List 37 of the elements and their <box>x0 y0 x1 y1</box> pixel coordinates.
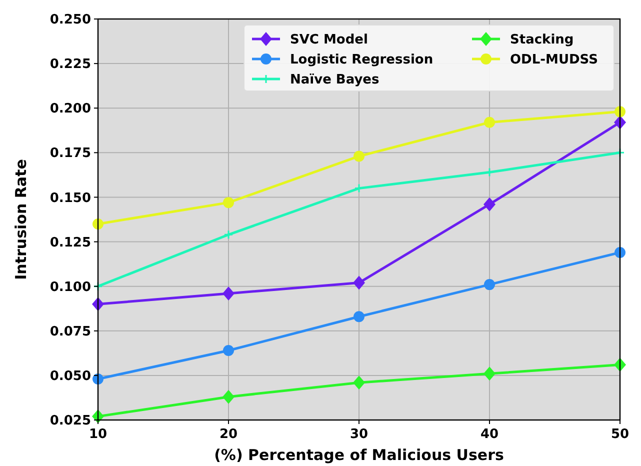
legend-label: SVC Model <box>290 32 368 48</box>
point <box>222 286 234 300</box>
y-tick-label: 0.225 <box>50 57 91 72</box>
x-tick-label: 10 <box>88 427 108 442</box>
x-axis-title: (%) Percentage of Malicious Users <box>214 446 504 464</box>
y-tick-label: 0.025 <box>50 414 91 429</box>
x-tick-label: 50 <box>610 427 630 442</box>
point <box>224 230 234 240</box>
point <box>484 197 496 212</box>
point <box>353 376 365 390</box>
y-tick-label: 0.125 <box>50 235 91 250</box>
y-axis-title: Intrusion Rate <box>12 159 30 280</box>
point <box>484 366 496 381</box>
point <box>354 311 364 322</box>
point <box>223 344 234 356</box>
legend-label: Naïve Bayes <box>290 72 380 88</box>
legend-label: Stacking <box>510 32 574 48</box>
point <box>484 116 495 128</box>
x-tick-label: 40 <box>480 427 499 442</box>
point <box>484 279 495 290</box>
point <box>615 148 625 158</box>
point <box>353 276 365 290</box>
point <box>93 282 103 292</box>
y-tick-label: 0.050 <box>50 368 91 384</box>
point <box>223 197 234 208</box>
point <box>222 390 234 404</box>
y-tick-label: 0.200 <box>50 102 91 117</box>
legend-label: ODL-MUDSS <box>510 52 598 68</box>
y-tick-label: 0.075 <box>50 324 91 340</box>
x-tick-label: 20 <box>219 427 238 442</box>
point <box>354 150 364 162</box>
y-tick-label: 0.150 <box>50 190 91 206</box>
y-tick-label: 0.250 <box>50 12 91 28</box>
y-tick-label: 0.100 <box>50 280 91 295</box>
legend-label: Logistic Regression <box>290 52 434 68</box>
x-tick-label: 30 <box>350 427 368 442</box>
y-tick-label: 0.175 <box>50 146 91 162</box>
